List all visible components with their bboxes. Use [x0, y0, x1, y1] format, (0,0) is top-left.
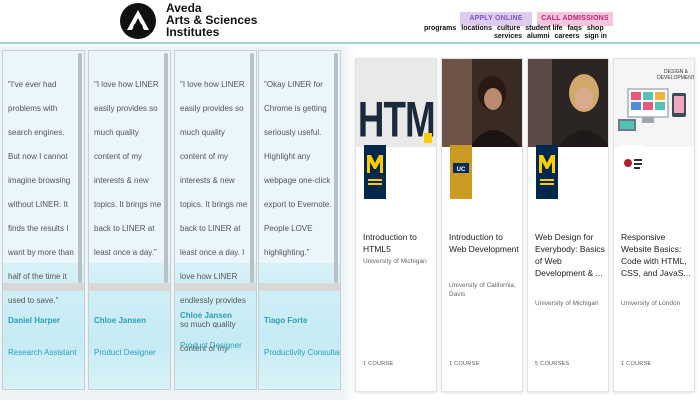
uc-davis-logo-icon: UC — [450, 145, 472, 199]
course-count: 1 COURSE — [621, 361, 652, 367]
site-header: Aveda Arts & Sciences Institutes APPLY O… — [0, 0, 700, 44]
testimonial-card: "I've ever had problems with search engi… — [2, 50, 85, 390]
testimonial-quote: "I've ever had problems with search engi… — [8, 80, 74, 305]
svg-text:HTML: HTML — [358, 92, 437, 147]
university-of-michigan-logo-icon — [364, 145, 386, 199]
testimonial-card: "I love how LINER easily provides so muc… — [174, 50, 257, 390]
brand-line-1: Aveda — [166, 1, 202, 15]
card-divider — [89, 283, 170, 291]
course-provider: University of California, Davis — [449, 282, 516, 298]
aveda-logo-icon[interactable] — [120, 3, 156, 39]
card-scrollbar[interactable] — [164, 53, 168, 283]
course-title[interactable]: Web Design for Everybody: Basics of Web … — [535, 232, 605, 278]
course-title[interactable]: Introduction to Web Development — [449, 232, 519, 254]
testimonial-role: Productivity Consultant — [264, 348, 341, 357]
course-title[interactable]: Responsive Website Basics: Code with HTM… — [621, 232, 691, 278]
card-scrollbar[interactable] — [334, 53, 338, 283]
course-thumbnail-person-dark — [442, 59, 522, 147]
apply-online-button[interactable]: APPLY ONLINE — [460, 12, 532, 26]
svg-text:DEVELOPMENT: DEVELOPMENT — [657, 75, 695, 81]
testimonial-role: Product Designer — [94, 348, 156, 357]
nav-link-locations[interactable]: locations — [461, 25, 492, 32]
nav-link-programs[interactable]: programs — [424, 25, 457, 32]
testimonial-author: Tiago Forte — [264, 316, 308, 325]
course-thumbnail-person-blonde — [528, 59, 608, 147]
nav-link-faqs[interactable]: faqs — [567, 25, 582, 32]
nav-row-primary: programs locations culture student life … — [424, 25, 607, 32]
testimonial-quote: "Okay LINER for Chrome is getting seriou… — [264, 80, 332, 257]
course-provider: University of Michigan — [363, 258, 427, 265]
nav-link-student-life[interactable]: student life — [525, 25, 563, 32]
section-divider — [345, 46, 357, 400]
brand-line-2: Arts & Sciences — [166, 13, 258, 27]
course-count: 1 COURSE — [363, 361, 394, 367]
course-title[interactable]: Introduction to HTML5 — [363, 232, 417, 254]
brand-name[interactable]: Aveda Arts & Sciences Institutes — [166, 2, 257, 38]
nav-link-services[interactable]: services — [494, 33, 523, 40]
course-card[interactable]: HTML Introduction to HTML5 University of… — [355, 58, 437, 392]
brand-line-3: Institutes — [166, 25, 220, 39]
nav-link-culture[interactable]: culture — [496, 25, 521, 32]
course-provider: University of London — [621, 300, 681, 307]
card-divider — [3, 283, 84, 291]
testimonial-quote: "I love how LINER easily provides so muc… — [180, 80, 248, 353]
nav-link-sign-in[interactable]: sign in — [584, 33, 607, 40]
nav-link-careers[interactable]: careers — [554, 33, 580, 40]
testimonial-author: Chloe Jansen — [94, 316, 147, 325]
university-of-london-logo-icon — [622, 145, 644, 199]
call-admissions-button[interactable]: CALL ADMISSIONS — [537, 12, 613, 26]
course-thumbnail-html: HTML — [356, 59, 437, 147]
card-scrollbar[interactable] — [250, 53, 254, 283]
testimonial-card: "I love how LINER easily provides so muc… — [88, 50, 171, 390]
thumb-caption: DESIGN & — [664, 69, 689, 75]
card-scrollbar[interactable] — [78, 53, 82, 283]
card-divider — [259, 283, 340, 291]
course-provider: University of Michigan — [535, 300, 599, 307]
course-card[interactable]: Web Design for Everybody: Basics of Web … — [527, 58, 609, 392]
testimonial-role: Product Designer — [180, 341, 242, 350]
card-divider — [175, 283, 256, 291]
nav-row-secondary: services alumni careers sign in — [494, 33, 610, 40]
testimonial-author: Chloe Jansen — [180, 311, 233, 320]
university-of-michigan-logo-icon — [536, 145, 558, 199]
testimonial-author: Daniel Harper — [8, 316, 61, 325]
testimonial-quote: "I love how LINER easily provides so muc… — [94, 80, 162, 257]
course-count: 1 COURSE — [449, 361, 480, 367]
nav-link-alumni[interactable]: alumni — [526, 33, 550, 40]
svg-text:UC: UC — [457, 167, 466, 173]
course-thumbnail-design-dev: DESIGN & DEVELOPMENT — [614, 59, 695, 147]
course-card[interactable]: DESIGN & DEVELOPMENT — [613, 58, 695, 392]
testimonial-card: "Okay LINER for Chrome is getting seriou… — [258, 50, 341, 390]
testimonial-role: Research Assistant — [8, 348, 77, 357]
course-card[interactable]: UC Introduction to Web Development Unive… — [441, 58, 523, 392]
nav-link-shop[interactable]: shop — [586, 25, 604, 32]
testimonial-carousel: "I've ever had problems with search engi… — [0, 46, 345, 400]
course-count: 5 COURSES — [535, 361, 570, 367]
